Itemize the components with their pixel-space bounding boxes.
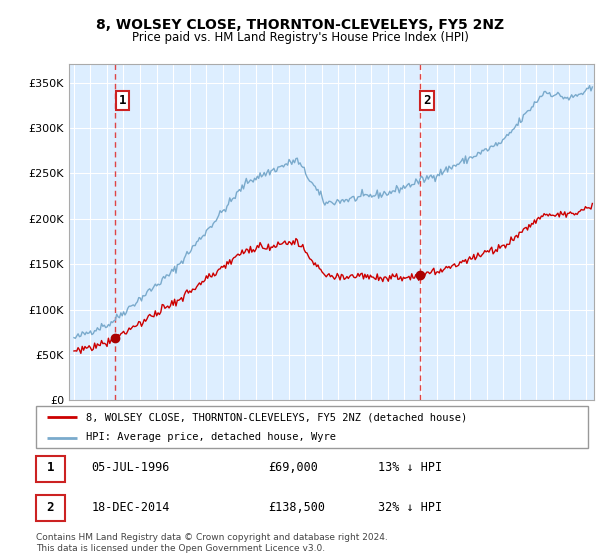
Text: 32% ↓ HPI: 32% ↓ HPI: [378, 501, 442, 515]
Text: 05-JUL-1996: 05-JUL-1996: [91, 461, 170, 474]
Text: Contains HM Land Registry data © Crown copyright and database right 2024.
This d: Contains HM Land Registry data © Crown c…: [36, 533, 388, 553]
Text: 2: 2: [423, 94, 431, 107]
Text: HPI: Average price, detached house, Wyre: HPI: Average price, detached house, Wyre: [86, 432, 335, 442]
Text: 18-DEC-2014: 18-DEC-2014: [91, 501, 170, 515]
Text: Price paid vs. HM Land Registry's House Price Index (HPI): Price paid vs. HM Land Registry's House …: [131, 31, 469, 44]
Text: 8, WOLSEY CLOSE, THORNTON-CLEVELEYS, FY5 2NZ (detached house): 8, WOLSEY CLOSE, THORNTON-CLEVELEYS, FY5…: [86, 412, 467, 422]
Text: £69,000: £69,000: [268, 461, 318, 474]
Text: 13% ↓ HPI: 13% ↓ HPI: [378, 461, 442, 474]
Text: £138,500: £138,500: [268, 501, 325, 515]
FancyBboxPatch shape: [36, 456, 65, 483]
Text: 1: 1: [119, 94, 126, 107]
Text: 2: 2: [47, 501, 54, 515]
Text: 1: 1: [47, 461, 54, 474]
FancyBboxPatch shape: [36, 495, 65, 521]
Text: 8, WOLSEY CLOSE, THORNTON-CLEVELEYS, FY5 2NZ: 8, WOLSEY CLOSE, THORNTON-CLEVELEYS, FY5…: [96, 18, 504, 32]
